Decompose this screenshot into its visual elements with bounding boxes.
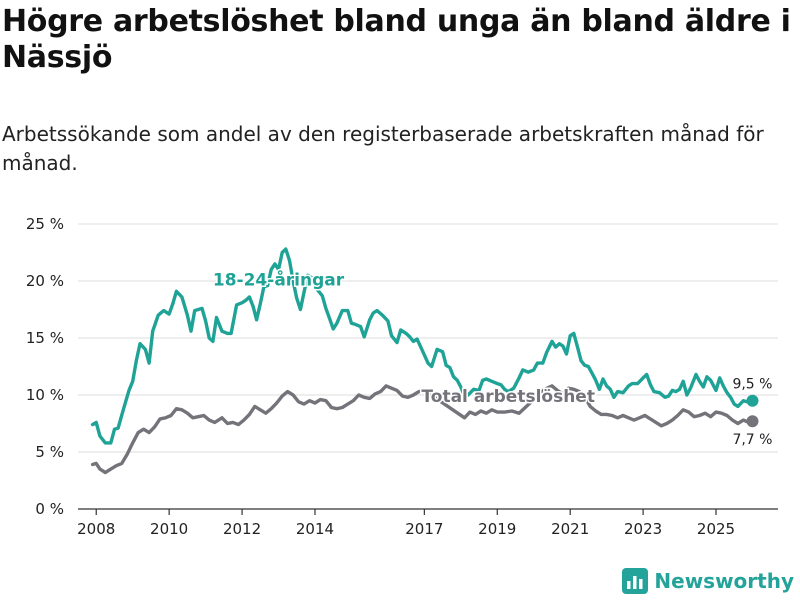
x-tick-label: 2023 (624, 520, 662, 538)
youth-series-line (90, 247, 755, 445)
x-tick-label: 2025 (697, 520, 735, 538)
total-series-line (90, 384, 755, 475)
chart-title: Högre arbetslöshet bland unga än bland ä… (2, 4, 791, 75)
x-tick-label: 2017 (405, 520, 443, 538)
total-end-value-label: 7,7 % (732, 432, 772, 448)
x-tick-label: 2021 (551, 520, 589, 538)
total-series-label: Total arbetslöshet (421, 387, 595, 407)
y-tick-label: 20 % (26, 272, 64, 290)
y-tick-label: 25 % (26, 215, 64, 233)
youth-end-point (746, 394, 759, 407)
total-end-point (746, 415, 759, 428)
x-tick-label: 2008 (77, 520, 115, 538)
chart-subtitle: Arbetssökande som andel av den registerb… (2, 122, 764, 175)
series-labels: 7,7 % Total arbetslöshet 9,5 % 18-24-åringa… (211, 267, 772, 448)
y-tick-label: 5 % (35, 443, 64, 461)
brand-logo: Newsworthy (622, 568, 794, 594)
series-lines (90, 247, 759, 475)
bar-chart-logo-icon (622, 568, 649, 594)
x-tick-label: 2014 (296, 520, 334, 538)
x-tick-label: 2019 (478, 520, 516, 538)
youth-end-value-label: 9,5 % (732, 377, 772, 393)
y-tick-label: 0 % (35, 500, 64, 518)
x-tick-label: 2012 (223, 520, 261, 538)
y-tick-label: 10 % (26, 386, 64, 404)
axes: 0 % 5 % 10 % 15 % 20 % 25 % 2008 2010 2012 2014 20… (26, 215, 778, 538)
x-tick-label: 2010 (150, 520, 188, 538)
brand-name: Newsworthy (654, 569, 794, 593)
y-tick-label: 15 % (26, 329, 64, 347)
youth-series-label: 18-24-åringar (213, 269, 345, 291)
